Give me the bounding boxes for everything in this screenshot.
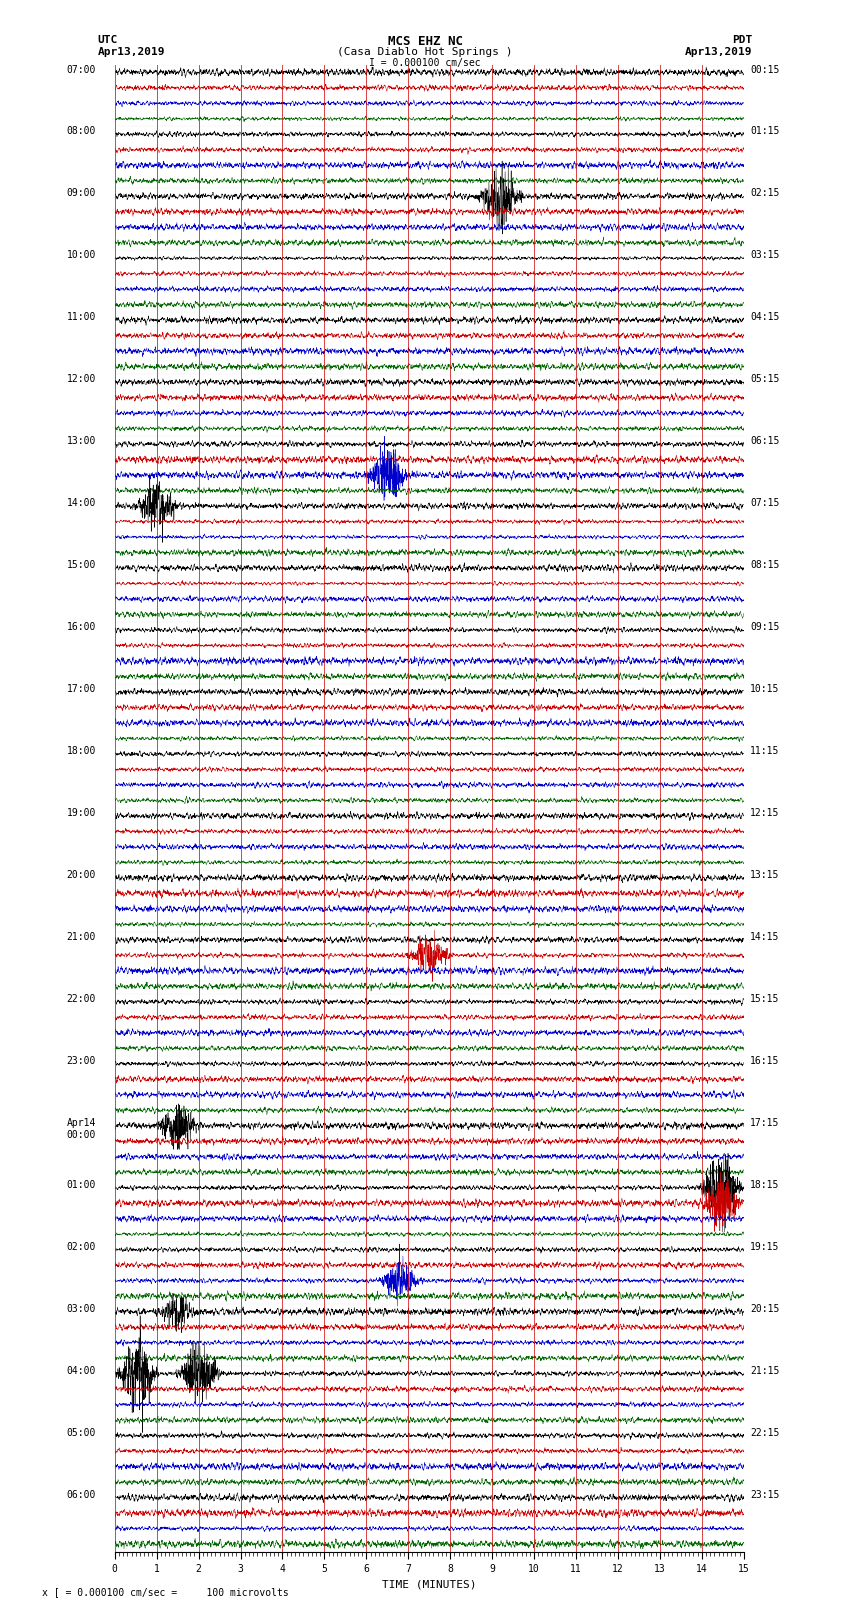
Text: 09:15: 09:15 xyxy=(750,623,779,632)
Text: 03:00: 03:00 xyxy=(66,1303,96,1315)
Text: 05:15: 05:15 xyxy=(750,374,779,384)
Text: 17:00: 17:00 xyxy=(66,684,96,694)
Text: 12:15: 12:15 xyxy=(750,808,779,818)
Text: Apr13,2019: Apr13,2019 xyxy=(685,47,752,56)
Text: 13:00: 13:00 xyxy=(66,436,96,447)
Text: 19:00: 19:00 xyxy=(66,808,96,818)
Text: 11:15: 11:15 xyxy=(750,747,779,756)
Text: 15:00: 15:00 xyxy=(66,560,96,571)
Text: 15:15: 15:15 xyxy=(750,994,779,1003)
Text: 02:00: 02:00 xyxy=(66,1242,96,1252)
Text: 21:00: 21:00 xyxy=(66,932,96,942)
Text: 03:15: 03:15 xyxy=(750,250,779,260)
Text: 16:15: 16:15 xyxy=(750,1057,779,1066)
Text: 04:00: 04:00 xyxy=(66,1366,96,1376)
Text: 04:15: 04:15 xyxy=(750,313,779,323)
Text: PDT: PDT xyxy=(732,35,752,45)
Text: 11:00: 11:00 xyxy=(66,313,96,323)
Text: 08:00: 08:00 xyxy=(66,126,96,137)
Text: 18:00: 18:00 xyxy=(66,747,96,756)
Text: 14:15: 14:15 xyxy=(750,932,779,942)
Text: 21:15: 21:15 xyxy=(750,1366,779,1376)
Text: 00:15: 00:15 xyxy=(750,65,779,74)
Text: 23:00: 23:00 xyxy=(66,1057,96,1066)
Text: (Casa Diablo Hot Springs ): (Casa Diablo Hot Springs ) xyxy=(337,47,513,56)
Text: 06:15: 06:15 xyxy=(750,436,779,447)
Text: 07:00: 07:00 xyxy=(66,65,96,74)
Text: 06:00: 06:00 xyxy=(66,1490,96,1500)
Text: 20:00: 20:00 xyxy=(66,869,96,881)
Text: UTC: UTC xyxy=(98,35,118,45)
Text: 18:15: 18:15 xyxy=(750,1181,779,1190)
Text: 02:15: 02:15 xyxy=(750,189,779,198)
Text: 01:00: 01:00 xyxy=(66,1181,96,1190)
Text: Apr13,2019: Apr13,2019 xyxy=(98,47,165,56)
Text: 14:00: 14:00 xyxy=(66,498,96,508)
Text: 12:00: 12:00 xyxy=(66,374,96,384)
Text: 07:15: 07:15 xyxy=(750,498,779,508)
Text: 05:00: 05:00 xyxy=(66,1428,96,1437)
Text: I = 0.000100 cm/sec: I = 0.000100 cm/sec xyxy=(369,58,481,68)
X-axis label: TIME (MINUTES): TIME (MINUTES) xyxy=(382,1579,477,1589)
Text: 22:15: 22:15 xyxy=(750,1428,779,1437)
Text: 09:00: 09:00 xyxy=(66,189,96,198)
Text: 01:15: 01:15 xyxy=(750,126,779,137)
Text: 20:15: 20:15 xyxy=(750,1303,779,1315)
Text: 13:15: 13:15 xyxy=(750,869,779,881)
Text: Apr14
00:00: Apr14 00:00 xyxy=(66,1118,96,1139)
Text: 22:00: 22:00 xyxy=(66,994,96,1003)
Text: MCS EHZ NC: MCS EHZ NC xyxy=(388,35,462,48)
Text: 17:15: 17:15 xyxy=(750,1118,779,1127)
Text: 08:15: 08:15 xyxy=(750,560,779,571)
Text: 23:15: 23:15 xyxy=(750,1490,779,1500)
Text: 10:15: 10:15 xyxy=(750,684,779,694)
Text: 10:00: 10:00 xyxy=(66,250,96,260)
Text: 16:00: 16:00 xyxy=(66,623,96,632)
Text: 19:15: 19:15 xyxy=(750,1242,779,1252)
Text: x [ = 0.000100 cm/sec =     100 microvolts: x [ = 0.000100 cm/sec = 100 microvolts xyxy=(42,1587,289,1597)
